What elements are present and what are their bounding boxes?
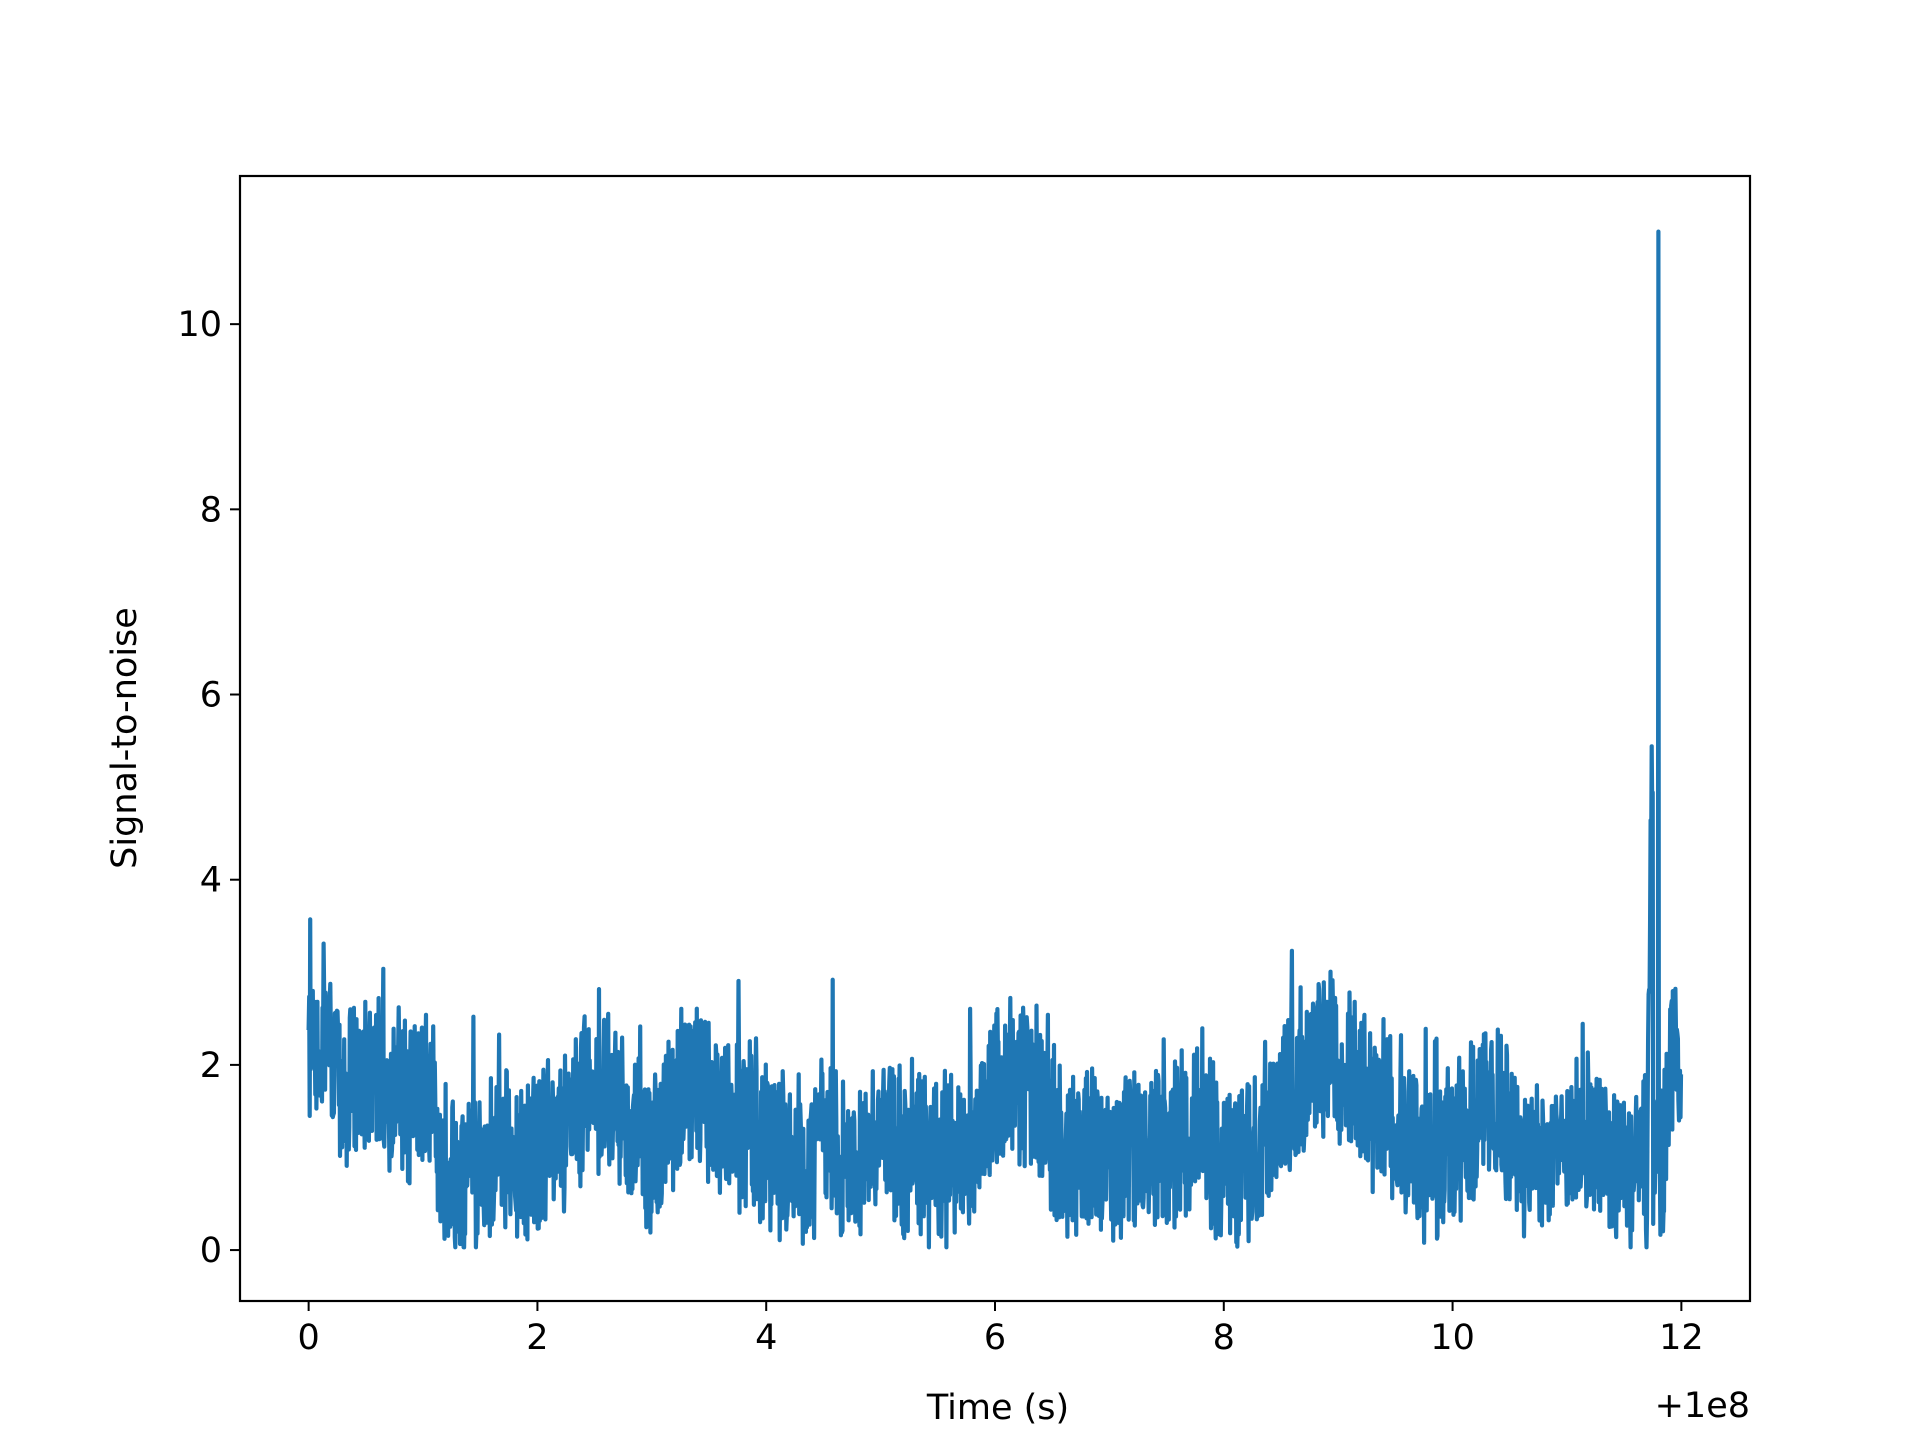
x-tick-label: 4 <box>755 1318 777 1358</box>
y-axis-label: Signal-to-noise <box>105 607 145 869</box>
y-tick-label: 2 <box>200 1046 222 1086</box>
x-axis-ticks: 0 2 4 6 8 10 12 <box>297 1301 1704 1358</box>
x-tick-label: 10 <box>1430 1318 1475 1358</box>
x-tick-label: 6 <box>984 1318 1006 1358</box>
y-tick-label: 4 <box>200 861 222 901</box>
x-axis-offset-label: +1e8 <box>1655 1386 1750 1426</box>
y-tick-label: 8 <box>200 490 222 530</box>
y-tick-label: 10 <box>177 305 222 345</box>
y-axis-ticks: 0 2 4 6 8 10 <box>177 305 240 1271</box>
plot-area <box>306 229 1684 1250</box>
x-tick-label: 8 <box>1213 1318 1235 1358</box>
x-axis-label: Time (s) <box>926 1388 1069 1428</box>
series-line <box>306 229 1684 1250</box>
x-tick-label: 2 <box>526 1318 548 1358</box>
x-tick-label: 0 <box>297 1318 319 1358</box>
y-tick-label: 6 <box>200 676 222 716</box>
y-tick-label: 0 <box>200 1231 222 1271</box>
x-tick-label: 12 <box>1659 1318 1704 1358</box>
